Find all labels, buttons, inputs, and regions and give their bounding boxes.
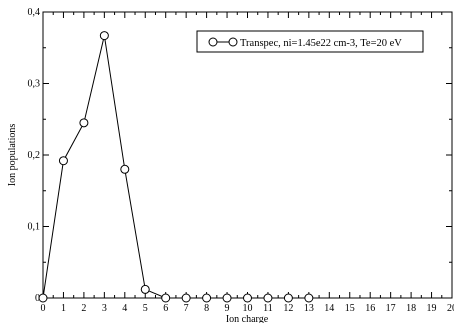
- data-point: [202, 293, 212, 303]
- x-tick-label: 17: [386, 303, 396, 314]
- x-tick-label: 1: [61, 303, 66, 314]
- data-point: [263, 293, 273, 303]
- legend-marker: [228, 37, 238, 47]
- legend: Transpec, ni=1.45e22 cm-3, Te=20 eV: [196, 30, 424, 53]
- data-point: [243, 293, 252, 303]
- data-series: [38, 31, 314, 303]
- y-axis-ticks: 0 0,1 0,2 0,3 0,4: [28, 7, 452, 304]
- x-tick-label: 11: [263, 303, 273, 314]
- data-point: [283, 293, 293, 303]
- plot-frame: [42, 11, 453, 299]
- y-tick-label: 0: [35, 293, 40, 304]
- x-tick-label: 5: [143, 303, 148, 314]
- data-point: [79, 118, 89, 128]
- legend-box: [196, 30, 424, 53]
- y-tick-label: 0,1: [28, 222, 41, 233]
- data-point: [58, 156, 68, 166]
- x-axis-ticks: 01234567891011121314151617181920: [41, 12, 454, 314]
- x-tick-label: 10: [243, 303, 253, 314]
- data-point: [161, 293, 171, 303]
- x-tick-label: 0: [41, 303, 46, 314]
- x-tick-label: 4: [122, 303, 127, 314]
- x-tick-label: 2: [81, 303, 86, 314]
- data-point: [181, 293, 191, 303]
- legend-label: Transpec, ni=1.45e22 cm-3, Te=20 eV: [240, 38, 402, 49]
- data-point: [120, 164, 130, 174]
- data-point: [222, 293, 232, 303]
- y-tick-label: 0,3: [28, 79, 41, 90]
- x-tick-label: 3: [102, 303, 107, 314]
- x-tick-label: 15: [345, 303, 355, 314]
- x-tick-label: 6: [163, 303, 168, 314]
- x-tick-label: 12: [283, 303, 293, 314]
- legend-marker: [208, 37, 218, 47]
- data-point: [38, 293, 48, 303]
- y-axis-label: Ion populations: [7, 124, 18, 187]
- data-point: [304, 293, 314, 303]
- x-tick-label: 19: [427, 303, 437, 314]
- data-point: [140, 284, 150, 294]
- x-tick-label: 13: [304, 303, 314, 314]
- x-tick-label: 14: [324, 303, 334, 314]
- x-tick-label: 7: [184, 303, 189, 314]
- x-tick-label: 18: [406, 303, 416, 314]
- x-tick-label: 16: [365, 303, 375, 314]
- data-point: [99, 31, 109, 41]
- x-tick-label: 9: [225, 303, 230, 314]
- y-tick-label: 0,4: [28, 7, 41, 18]
- y-tick-label: 0,2: [28, 150, 41, 161]
- x-tick-label: 20: [447, 303, 454, 314]
- x-tick-label: 8: [204, 303, 209, 314]
- series-line: [42, 35, 309, 299]
- x-axis-label: Ion charge: [226, 314, 269, 323]
